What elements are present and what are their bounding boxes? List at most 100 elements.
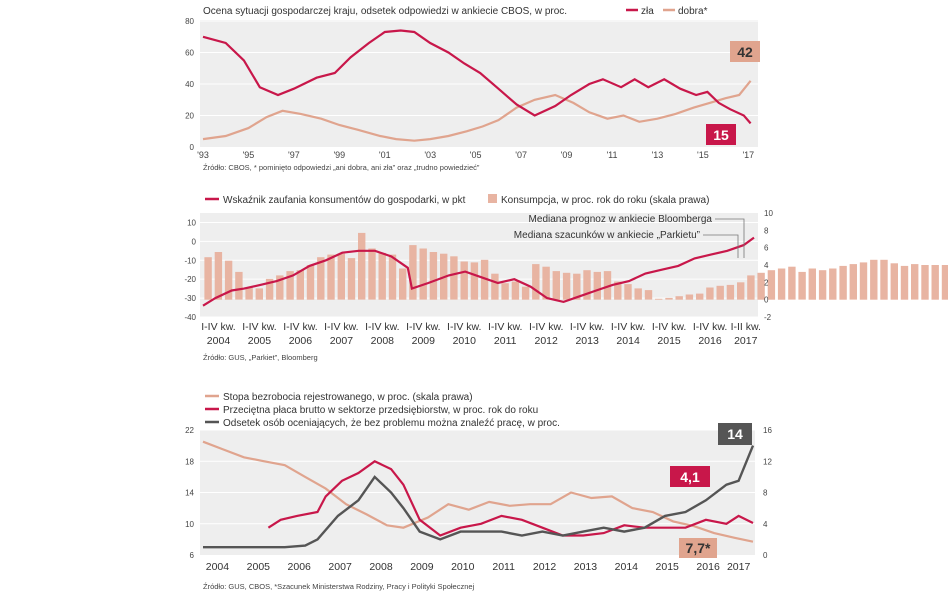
- chart-1-source: Źródło: CBOS, * pominięto odpowiedzi „an…: [203, 163, 480, 172]
- y-left-tick-label: -20: [184, 275, 196, 284]
- chart-2-plot-area: [200, 213, 758, 317]
- bar-consumption: [399, 268, 407, 300]
- bar-consumption: [900, 265, 909, 300]
- x-tick-label: '95: [243, 150, 255, 160]
- x-tick-year: 2011: [494, 335, 517, 347]
- bar-consumption: [634, 288, 642, 300]
- x-tick-label: 2017: [727, 561, 751, 573]
- legend-label-dobra: dobra*: [678, 6, 708, 17]
- annotation-bloomberg-text: Mediana prognoz w ankiecie Bloomberga: [529, 214, 713, 225]
- x-tick-label: '93: [197, 150, 209, 160]
- bar-consumption: [767, 270, 776, 300]
- y-tick-label: 60: [185, 49, 194, 58]
- badge-text-15: 15: [713, 127, 729, 143]
- bar-consumption: [573, 273, 581, 300]
- x-tick-quarter: I-IV kw.: [242, 321, 276, 333]
- y-left-tick-label: 22: [185, 426, 194, 435]
- bar-consumption: [501, 283, 509, 300]
- y-right-tick-label: 16: [763, 426, 772, 435]
- bar-consumption: [255, 288, 263, 300]
- bar-consumption: [327, 254, 335, 300]
- bar-consumption: [859, 262, 868, 300]
- series-line-jobs: [203, 445, 755, 549]
- annotation-badge-7-7: 7,7*: [679, 538, 717, 558]
- x-tick-quarter: I-IV kw.: [324, 321, 358, 333]
- annotation-parkiet: Mediana szacunków w ankiecie „Parkietu”: [514, 230, 739, 258]
- bar-consumption: [655, 298, 663, 300]
- bar-consumption: [306, 265, 315, 300]
- x-tick-label: '01: [379, 150, 391, 160]
- chart-1-economic-situation: Ocena sytuacji gospodarczej kraju, odset…: [185, 6, 760, 172]
- x-tick-year: 2008: [371, 335, 395, 347]
- x-tick-label: 2014: [615, 561, 639, 573]
- bar-consumption: [737, 282, 745, 300]
- annotation-badge-14: 14: [718, 423, 752, 445]
- bar-consumption: [358, 232, 366, 300]
- x-tick-label: '13: [652, 150, 664, 160]
- annotation-parkiet-text: Mediana szacunków w ankiecie „Parkietu”: [514, 230, 700, 241]
- bar-consumption: [614, 281, 622, 300]
- chart-2-consumer-confidence: Wskaźnik zaufania konsumentów do gospoda…: [184, 194, 948, 362]
- y-left-tick-label: 6: [190, 551, 195, 560]
- chart-1-y-axis: 0 20 40 60 80: [185, 17, 194, 152]
- bar-consumption: [521, 286, 530, 300]
- bar-consumption: [706, 287, 714, 300]
- y-left-tick-label: 10: [187, 218, 196, 227]
- bar-consumption: [245, 287, 253, 300]
- y-right-tick-label: -2: [764, 313, 772, 322]
- chart-2-source: Źródło: GUS, „Parkiet”, Bloomberg: [203, 353, 318, 362]
- x-tick-quarter: I-IV kw.: [488, 321, 522, 333]
- x-tick-quarter: I-IV kw.: [365, 321, 399, 333]
- x-tick-quarter: I-IV kw.: [201, 321, 235, 333]
- x-tick-year: 2016: [698, 335, 722, 347]
- chart-3-x-axis: 2004 2005 2006 2007 2008 2009 2010 2011 2012 2013…: [206, 561, 751, 573]
- y-tick-label: 20: [185, 112, 194, 121]
- y-right-tick-label: 8: [763, 489, 768, 498]
- bar-consumption: [798, 271, 806, 300]
- y-right-tick-label: 10: [764, 209, 773, 218]
- chart-2-y-axis-left: 10 0 -10 -20 -30 -40: [184, 218, 196, 322]
- bar-consumption: [849, 264, 857, 300]
- x-tick-label: 2010: [451, 561, 475, 573]
- bar-consumption: [214, 252, 223, 300]
- annotation-bloomberg-leader: [715, 218, 745, 258]
- series-line-zla: [202, 29, 752, 125]
- bar-consumption: [624, 284, 632, 300]
- y-left-tick-label: 18: [185, 457, 194, 466]
- annotation-parkiet-leader: [703, 234, 739, 258]
- bar-consumption: [644, 290, 653, 300]
- x-tick-label: '03: [424, 150, 436, 160]
- x-tick-label: 2004: [206, 561, 230, 573]
- bar-consumption: [235, 271, 243, 300]
- y-right-tick-label: 2: [764, 278, 769, 287]
- y-right-tick-label: 0: [763, 551, 768, 560]
- bar-consumption: [388, 254, 397, 300]
- bar-consumption: [726, 284, 735, 300]
- x-tick-year: 2014: [616, 335, 640, 347]
- bar-consumption: [265, 278, 274, 300]
- x-tick-quarter: I-IV kw.: [693, 321, 727, 333]
- x-tick-year: 2015: [657, 335, 681, 347]
- bar-consumption: [552, 271, 560, 300]
- x-tick-year: 2017: [734, 335, 758, 347]
- bar-consumption: [880, 259, 888, 300]
- bar-consumption: [286, 271, 294, 300]
- x-tick-label: '17: [742, 150, 754, 160]
- y-left-tick-label: -40: [184, 313, 196, 322]
- x-tick-quarter: I-IV kw.: [652, 321, 686, 333]
- bar-consumption: [378, 252, 386, 300]
- bar-consumption: [685, 294, 694, 300]
- y-left-tick-label: 14: [185, 489, 194, 498]
- bar-consumption: [470, 262, 479, 300]
- x-tick-label: '97: [288, 150, 300, 160]
- y-right-tick-label: 8: [764, 226, 769, 235]
- bar-consumption: [296, 270, 304, 300]
- bar-consumption: [777, 268, 786, 300]
- bar-consumption: [757, 272, 765, 300]
- y-left-tick-label: -10: [184, 256, 196, 265]
- bar-consumption: [829, 268, 837, 300]
- bar-consumption: [890, 263, 898, 300]
- bar-consumption: [931, 265, 939, 300]
- x-tick-quarter: I-IV kw.: [283, 321, 317, 333]
- y-tick-label: 40: [185, 80, 194, 89]
